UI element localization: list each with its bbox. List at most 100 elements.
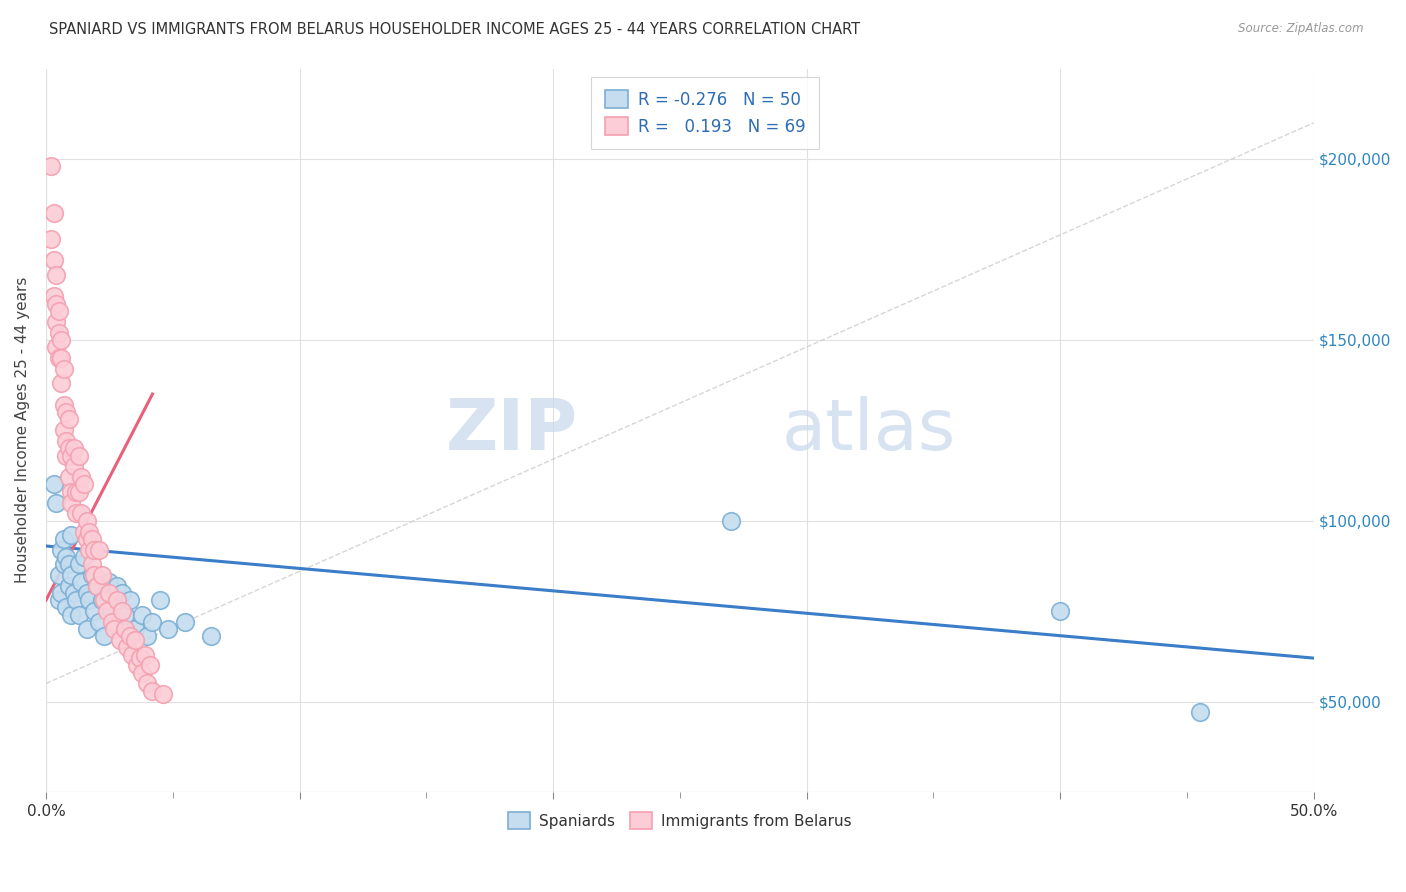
Point: [174, 615, 197, 629]
Point: [65, 484, 87, 499]
Point: [77, 542, 100, 557]
Point: [134, 648, 156, 662]
Point: [51, 376, 73, 391]
Point: [90, 593, 112, 607]
Point: [131, 607, 153, 622]
Point: [42, 477, 65, 491]
Point: [39, 159, 62, 173]
Point: [45, 495, 67, 509]
Point: [52, 361, 75, 376]
Point: [42, 206, 65, 220]
Point: [89, 542, 111, 557]
Point: [103, 622, 125, 636]
Point: [67, 557, 90, 571]
Point: [111, 604, 134, 618]
Point: [60, 528, 83, 542]
Point: [86, 579, 108, 593]
Point: [60, 607, 83, 622]
Point: [52, 423, 75, 437]
Point: [93, 629, 115, 643]
Point: [76, 622, 98, 636]
Point: [55, 434, 77, 448]
Point: [76, 532, 98, 546]
Point: [80, 532, 103, 546]
Point: [105, 593, 128, 607]
Legend: Spaniards, Immigrants from Belarus: Spaniards, Immigrants from Belarus: [502, 806, 858, 835]
Point: [42, 289, 65, 303]
Point: [58, 412, 80, 426]
Point: [98, 575, 121, 590]
Point: [156, 622, 179, 636]
Point: [45, 296, 67, 310]
Point: [136, 629, 159, 643]
Point: [720, 514, 742, 528]
Point: [42, 253, 65, 268]
Point: [118, 593, 141, 607]
Point: [55, 549, 77, 564]
Point: [58, 557, 80, 571]
Point: [73, 549, 96, 564]
Point: [52, 557, 75, 571]
Point: [55, 449, 77, 463]
Point: [114, 622, 136, 636]
Point: [60, 484, 83, 499]
Point: [60, 449, 83, 463]
Point: [83, 604, 105, 618]
Point: [45, 315, 67, 329]
Point: [70, 575, 93, 590]
Text: SPANIARD VS IMMIGRANTS FROM BELARUS HOUSEHOLDER INCOME AGES 25 - 44 YEARS CORREL: SPANIARD VS IMMIGRANTS FROM BELARUS HOUS…: [49, 22, 860, 37]
Point: [83, 568, 105, 582]
Point: [48, 304, 70, 318]
Point: [76, 514, 98, 528]
Point: [1049, 604, 1071, 618]
Point: [124, 633, 146, 648]
Point: [52, 398, 75, 412]
Point: [114, 607, 136, 622]
Text: Source: ZipAtlas.com: Source: ZipAtlas.com: [1239, 22, 1364, 36]
Point: [48, 593, 70, 607]
Point: [80, 568, 103, 582]
Point: [83, 542, 105, 557]
Text: atlas: atlas: [782, 396, 956, 465]
Point: [567, 803, 589, 817]
Point: [65, 593, 87, 607]
Point: [77, 524, 100, 539]
Point: [77, 593, 100, 607]
Point: [121, 648, 143, 662]
Point: [89, 615, 111, 629]
Point: [152, 687, 174, 701]
Point: [131, 665, 153, 680]
Point: [51, 586, 73, 600]
Point: [45, 340, 67, 354]
Point: [60, 568, 83, 582]
Point: [51, 542, 73, 557]
Point: [58, 470, 80, 484]
Point: [149, 593, 172, 607]
Point: [63, 442, 86, 456]
Point: [80, 557, 103, 571]
Point: [136, 676, 159, 690]
Point: [108, 633, 131, 648]
Point: [200, 629, 222, 643]
Point: [63, 459, 86, 474]
Point: [118, 629, 141, 643]
Point: [70, 507, 93, 521]
Y-axis label: Householder Income Ages 25 - 44 years: Householder Income Ages 25 - 44 years: [15, 277, 30, 583]
Point: [58, 442, 80, 456]
Point: [55, 405, 77, 419]
Point: [51, 333, 73, 347]
Point: [51, 351, 73, 365]
Point: [63, 586, 86, 600]
Point: [67, 484, 90, 499]
Point: [39, 231, 62, 245]
Point: [67, 449, 90, 463]
Point: [45, 268, 67, 282]
Point: [128, 651, 150, 665]
Point: [52, 532, 75, 546]
Point: [48, 568, 70, 582]
Point: [48, 326, 70, 340]
Point: [93, 593, 115, 607]
Point: [48, 351, 70, 365]
Point: [101, 600, 124, 615]
Point: [98, 586, 121, 600]
